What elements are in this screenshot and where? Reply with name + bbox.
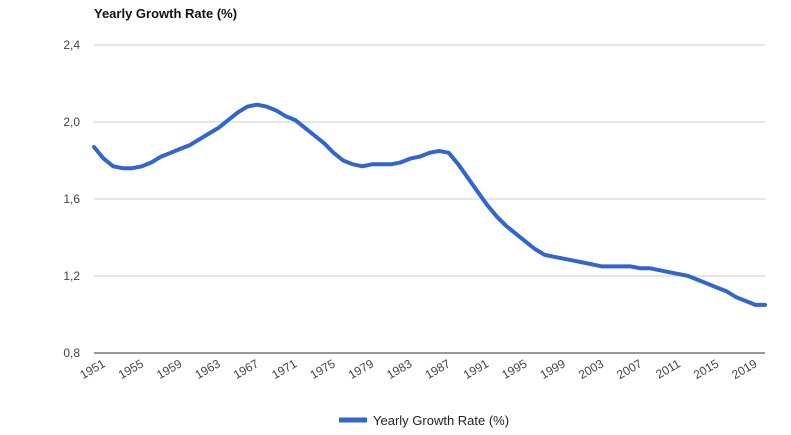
x-tick-label: 1991: [461, 356, 491, 382]
x-tick-label: 1995: [499, 356, 529, 382]
grid-layer: [94, 44, 765, 354]
x-tick-label: 1971: [269, 356, 299, 382]
x-tick-label: 1967: [231, 356, 261, 382]
x-tick-label: 1983: [384, 356, 414, 382]
y-tick-label: 1,6: [63, 192, 80, 206]
y-tick-label: 2,0: [63, 115, 80, 129]
chart-title: Yearly Growth Rate (%): [94, 6, 238, 21]
series-line[interactable]: [92, 102, 767, 307]
x-tick-label: 2007: [614, 356, 644, 382]
x-tick-label: 1959: [154, 356, 184, 382]
y-tick-label: 2,4: [63, 38, 80, 52]
x-tick-label: 1979: [346, 356, 376, 382]
y-axis-ticks: 0,8 1,2 1,6 2,0 2,4: [63, 38, 80, 360]
x-tick-label: 1987: [423, 356, 453, 382]
legend-label: Yearly Growth Rate (%): [373, 413, 509, 428]
legend[interactable]: Yearly Growth Rate (%): [339, 413, 509, 428]
x-tick-label: 1955: [116, 356, 146, 382]
x-tick-label: 2003: [576, 356, 606, 382]
x-tick-label: 2019: [729, 356, 759, 382]
x-tick-label: 1975: [308, 356, 338, 382]
x-tick-label: 1999: [538, 356, 568, 382]
x-tick-label: 2011: [653, 356, 683, 381]
y-tick-label: 1,2: [63, 269, 80, 283]
x-tick-label: 2015: [691, 356, 721, 382]
series-layer: [92, 102, 767, 307]
x-tick-label: 1963: [193, 356, 223, 382]
x-tick-label: 1951: [77, 356, 107, 382]
y-tick-label: 0,8: [63, 346, 80, 360]
x-axis-ticks: 1951 1955 1959 1963 1967 1971 1975 1979 1983 1987…: [77, 356, 759, 382]
